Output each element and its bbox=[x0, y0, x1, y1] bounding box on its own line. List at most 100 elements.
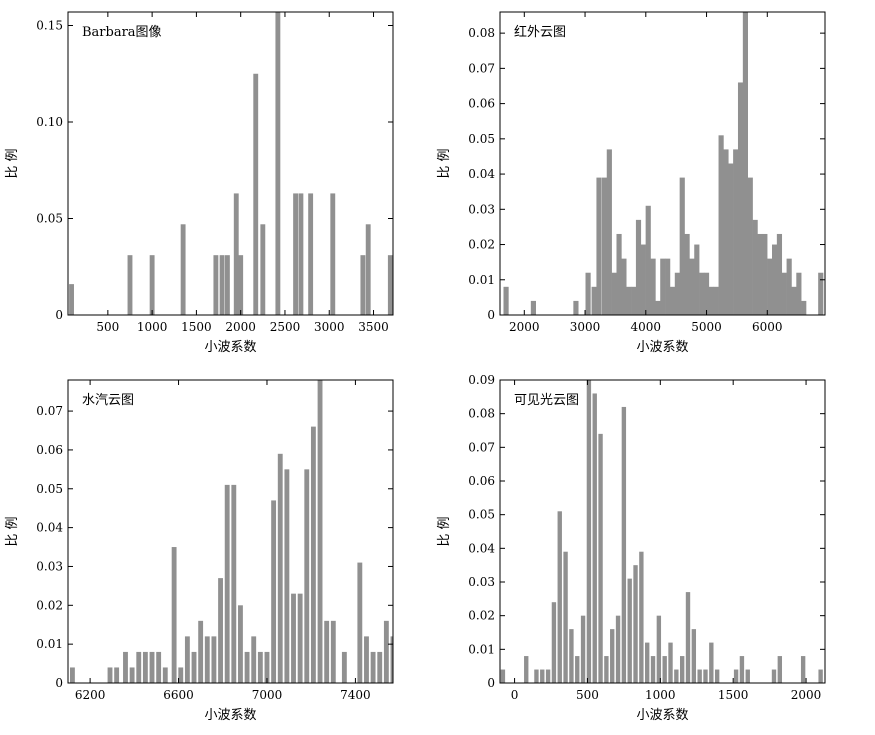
y-tick-label: 0.05 bbox=[468, 132, 495, 146]
y-tick-label: 0.02 bbox=[36, 598, 63, 612]
bar bbox=[277, 453, 283, 683]
bar bbox=[674, 272, 680, 315]
x-axis-label: 小波系数 bbox=[204, 340, 256, 355]
x-tick-label: 7000 bbox=[252, 688, 283, 702]
bar bbox=[364, 636, 369, 683]
bar bbox=[284, 469, 290, 683]
bar bbox=[762, 233, 768, 315]
bar bbox=[271, 500, 277, 683]
bar bbox=[818, 272, 824, 315]
bar bbox=[238, 255, 244, 315]
bar bbox=[233, 193, 239, 315]
x-axis-label: 小波系数 bbox=[204, 708, 256, 723]
bar bbox=[377, 651, 383, 683]
bar bbox=[534, 669, 539, 683]
bar bbox=[767, 258, 773, 315]
y-tick-label: 0.01 bbox=[36, 637, 63, 651]
bar bbox=[633, 565, 638, 683]
bar bbox=[341, 651, 347, 683]
bar bbox=[387, 255, 393, 315]
y-tick-label: 0 bbox=[487, 308, 495, 322]
x-tick-label: 7400 bbox=[340, 688, 371, 702]
chart-panel-2: 0 0.01 0.02 0.03 0.04 0.05 0.06 0.07 0.08 2000 300… bbox=[437, 11, 826, 355]
x-tick-label: 2000 bbox=[509, 320, 540, 334]
y-tick-label: 0.06 bbox=[468, 474, 495, 488]
bar bbox=[739, 656, 745, 683]
bar bbox=[616, 233, 622, 315]
bar bbox=[685, 592, 691, 683]
bar bbox=[611, 272, 617, 315]
bar bbox=[703, 272, 710, 315]
bar bbox=[703, 669, 708, 683]
bar bbox=[557, 511, 562, 683]
bar bbox=[745, 669, 750, 683]
bar bbox=[723, 149, 729, 315]
bar bbox=[776, 233, 783, 315]
y-tick-label: 0.01 bbox=[468, 273, 495, 287]
bar bbox=[733, 669, 739, 683]
bars-group bbox=[69, 12, 393, 315]
bar bbox=[563, 551, 568, 683]
bar bbox=[383, 620, 389, 683]
bar bbox=[800, 656, 806, 683]
bar bbox=[264, 651, 270, 683]
bar bbox=[198, 620, 204, 683]
x-tick-label: 6600 bbox=[163, 688, 194, 702]
x-tick-label: 1000 bbox=[137, 320, 168, 334]
y-tick-label: 0.10 bbox=[36, 115, 63, 129]
plot-frame bbox=[499, 379, 826, 684]
bar bbox=[665, 258, 671, 315]
x-tick-label: 500 bbox=[96, 320, 119, 334]
y-tick-label: 0.07 bbox=[468, 61, 495, 75]
bar bbox=[691, 629, 697, 683]
y-tick-label: 0.08 bbox=[468, 407, 495, 421]
bar bbox=[127, 255, 133, 315]
panel-title: 水汽云图 bbox=[82, 393, 134, 408]
y-axis-label: 比 例 bbox=[5, 148, 20, 178]
y-tick-label: 0.09 bbox=[468, 373, 495, 387]
panel-title: 红外云图 bbox=[514, 24, 566, 40]
bar bbox=[697, 669, 702, 683]
y-axis-label: 比 例 bbox=[437, 148, 452, 178]
x-tick-label: 1500 bbox=[718, 688, 749, 702]
bar bbox=[627, 578, 632, 683]
bar bbox=[596, 177, 602, 315]
bar bbox=[728, 163, 734, 315]
bar bbox=[171, 547, 177, 683]
plot-frame bbox=[67, 11, 394, 316]
y-tick-label: 0.03 bbox=[36, 559, 63, 573]
bar bbox=[191, 651, 197, 683]
bar bbox=[330, 620, 336, 683]
bar bbox=[621, 406, 627, 683]
bar bbox=[718, 135, 724, 315]
bar bbox=[796, 272, 802, 315]
y-tick-label: 0.03 bbox=[468, 202, 495, 216]
bar bbox=[674, 669, 679, 683]
y-tick-label: 0.06 bbox=[468, 97, 495, 111]
bar bbox=[669, 286, 676, 315]
bar bbox=[524, 656, 529, 683]
x-tick-label: 500 bbox=[576, 688, 599, 702]
bar bbox=[317, 380, 323, 683]
bar bbox=[747, 177, 753, 315]
bar bbox=[601, 177, 608, 315]
bar bbox=[330, 193, 336, 315]
x-tick-label: 2000 bbox=[225, 320, 256, 334]
plot-frame bbox=[499, 11, 826, 316]
x-tick-label: 2000 bbox=[791, 688, 822, 702]
x-tick-label: 4000 bbox=[631, 320, 662, 334]
x-tick-label: 3500 bbox=[358, 320, 389, 334]
bar bbox=[370, 651, 376, 683]
y-tick-label: 0.05 bbox=[36, 482, 63, 496]
x-tick-label: 0 bbox=[511, 688, 519, 702]
y-tick-label: 0.03 bbox=[468, 575, 495, 589]
bar bbox=[545, 669, 551, 683]
bar bbox=[149, 651, 155, 683]
bar bbox=[291, 593, 296, 683]
plot-frame bbox=[67, 379, 394, 684]
chart-panel-1: 0 0.05 0.10 0.15 500 1000 1500 2000 2500 3000 3500… bbox=[5, 11, 394, 355]
bar bbox=[713, 286, 719, 315]
bar bbox=[580, 615, 586, 683]
bar bbox=[586, 380, 592, 683]
bar bbox=[293, 193, 299, 315]
